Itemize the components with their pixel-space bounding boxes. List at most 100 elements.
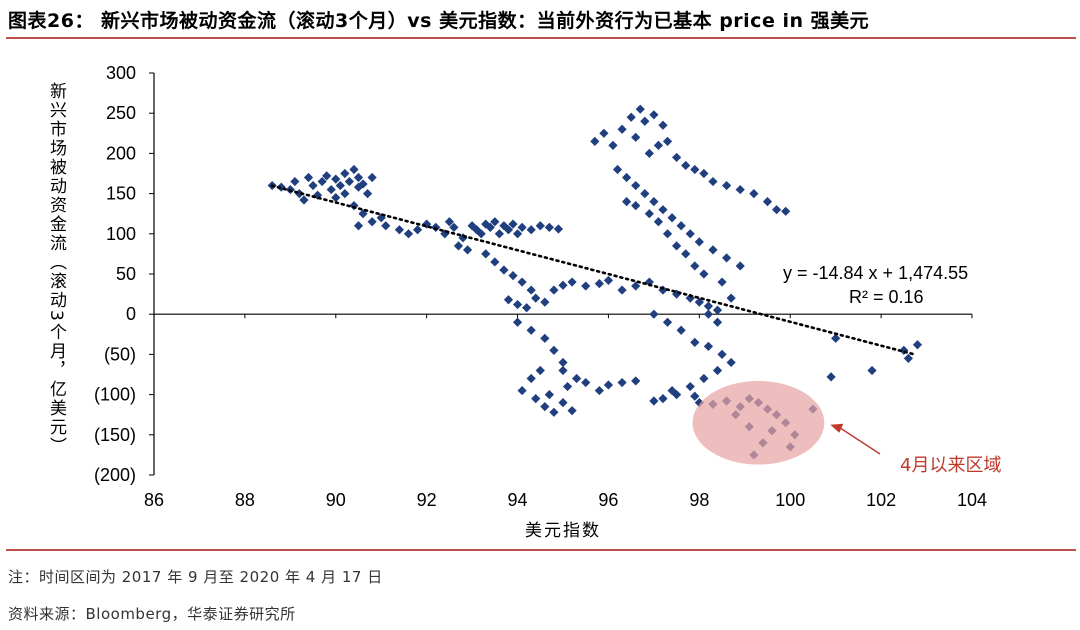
data-point <box>658 394 668 404</box>
top-divider <box>6 37 1076 39</box>
data-point <box>340 168 350 179</box>
data-point <box>608 140 618 150</box>
x-tick-label: 98 <box>689 490 709 510</box>
data-point <box>653 217 664 227</box>
data-point <box>831 333 841 343</box>
data-point <box>690 261 700 271</box>
data-point <box>599 128 609 138</box>
data-point <box>681 249 691 259</box>
data-point <box>672 289 682 299</box>
data-point <box>453 241 464 251</box>
x-tick-label: 100 <box>775 490 805 510</box>
data-point <box>622 172 632 183</box>
data-point <box>631 132 641 142</box>
data-point <box>472 225 482 235</box>
x-tick-label: 88 <box>235 490 255 510</box>
data-point <box>517 385 527 396</box>
data-point <box>722 180 732 191</box>
data-point <box>676 221 686 231</box>
data-point <box>631 281 641 291</box>
data-point <box>512 229 523 239</box>
data-point <box>694 297 704 307</box>
data-point <box>367 172 377 183</box>
data-point <box>667 213 677 223</box>
data-point <box>640 116 650 126</box>
scatter-chart: 300 250 200 150 100 50 0 (50) (100) (150) (200) 86 8… <box>94 63 1001 541</box>
bottom-divider <box>6 549 1076 551</box>
data-point <box>749 189 759 199</box>
data-point <box>303 172 314 183</box>
data-point <box>658 120 668 130</box>
data-point <box>449 222 459 232</box>
trendline-r-squared: R² = 0.16 <box>849 287 924 307</box>
data-point <box>690 164 700 175</box>
data-point <box>867 365 877 376</box>
data-point <box>622 197 632 207</box>
data-point <box>726 293 736 303</box>
y-tick-label: 150 <box>106 184 136 204</box>
data-point <box>735 184 745 195</box>
data-point <box>317 176 327 187</box>
data-point <box>381 221 391 231</box>
data-point <box>703 309 714 319</box>
tick-labels: 300 250 200 150 100 50 0 (50) (100) (150) (200) 86 8… <box>94 63 987 510</box>
trendline-equation: y = -14.84 x + 1,474.55 <box>783 263 968 283</box>
data-point <box>362 189 373 199</box>
source-note: 资料来源：Bloomberg，华泰证券研究所 <box>8 605 296 623</box>
data-point <box>672 241 682 251</box>
data-point <box>603 275 614 286</box>
data-point <box>313 190 323 200</box>
y-tick-label: 300 <box>106 63 136 83</box>
data-point <box>308 180 318 191</box>
data-point <box>699 269 709 279</box>
data-point <box>540 297 550 307</box>
x-axis-title: 美元指数 <box>525 521 601 541</box>
data-point <box>717 277 727 287</box>
data-point <box>535 365 545 376</box>
data-point <box>762 197 773 207</box>
data-point <box>358 179 368 189</box>
data-point <box>717 349 727 359</box>
highlight-region: 4月以来区域 <box>692 380 1001 476</box>
data-point <box>572 373 582 384</box>
data-point <box>494 229 504 239</box>
data-point <box>699 373 709 384</box>
data-point <box>335 180 345 191</box>
data-point <box>612 164 623 175</box>
data-point <box>667 385 677 396</box>
x-tick-label: 90 <box>326 490 346 510</box>
chart-title: 图表26： 新兴市场被动资金流（滚动3个月）vs 美元指数：当前外资行为已基本 … <box>8 10 870 32</box>
data-point <box>558 357 568 368</box>
data-point <box>903 353 913 364</box>
data-point <box>540 402 550 412</box>
data-point <box>644 148 654 158</box>
data-point <box>699 168 709 179</box>
highlight-arrow-line <box>837 426 881 455</box>
x-tick-label: 102 <box>866 490 896 510</box>
data-point <box>503 295 514 305</box>
data-point <box>508 271 518 281</box>
data-point <box>540 333 550 343</box>
highlight-arrow-head <box>830 423 844 433</box>
data-point <box>703 301 714 311</box>
data-point <box>549 345 559 355</box>
data-point <box>626 112 636 122</box>
data-point <box>703 341 714 351</box>
y-tick-label: 200 <box>106 143 136 163</box>
data-point <box>517 222 527 232</box>
chart-labels: 美元指数 y = -14.84 x + 1,474.55 R² = 0.16 <box>525 263 968 541</box>
data-point <box>340 189 350 199</box>
y-tick-label: (200) <box>94 465 136 485</box>
x-tick-label: 86 <box>144 490 164 510</box>
data-point <box>481 249 491 259</box>
highlight-label: 4月以来区域 <box>900 455 1001 476</box>
data-point <box>685 229 695 239</box>
data-point <box>349 164 359 175</box>
data-point <box>331 193 341 203</box>
x-tick-label: 94 <box>508 490 528 510</box>
data-point <box>558 365 568 376</box>
data-point <box>476 229 486 239</box>
axes <box>149 72 973 476</box>
data-point <box>617 377 627 388</box>
data-point <box>567 406 577 416</box>
